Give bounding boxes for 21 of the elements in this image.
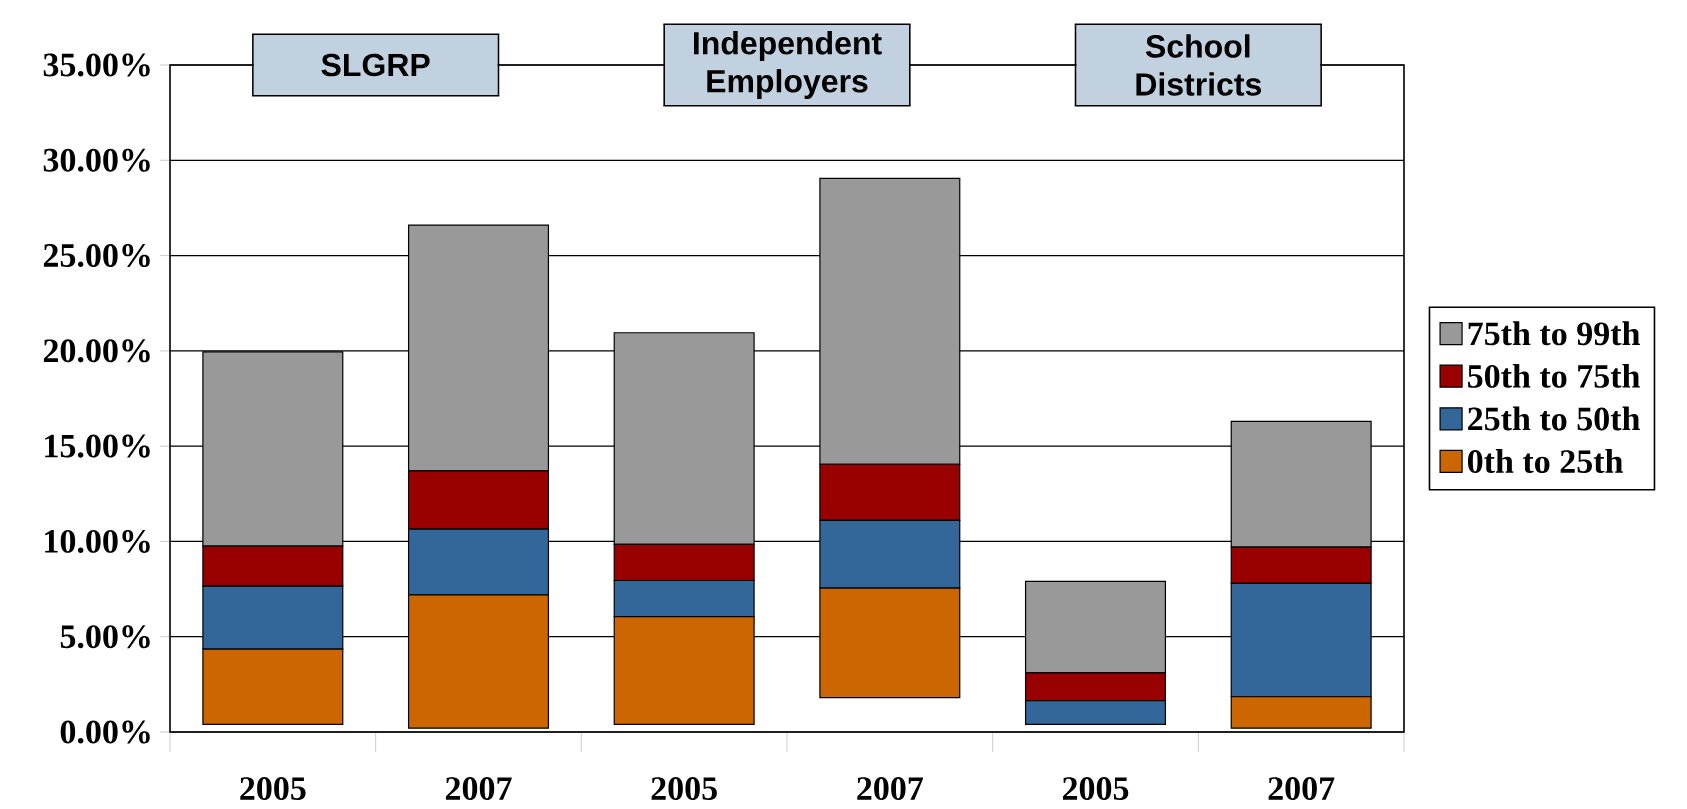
annotation: SLGRP — [321, 53, 430, 77]
x-tick-label: 2005 — [240, 777, 306, 801]
legend-label: 25th to 50th — [1468, 406, 1640, 431]
x-tick-label: 2005 — [1062, 777, 1129, 801]
legend-label: 0th to 25th — [1467, 449, 1623, 474]
y-tick-label: 0.00% — [60, 720, 150, 744]
annotation: Independent Employers — [694, 31, 882, 99]
y-tick-label: 35.00% — [43, 53, 150, 77]
x-tick-label: 2005 — [651, 777, 717, 801]
y-tick-label: 30.00% — [43, 148, 150, 172]
x-tick-label: 2007 — [445, 777, 512, 801]
y-tick-label: 25.00% — [43, 244, 150, 268]
y-tick-label: 5.00% — [60, 625, 150, 649]
legend-label: 75th to 99th — [1468, 321, 1640, 346]
y-tick-label: 20.00% — [43, 339, 150, 363]
y-tick-label: 10.00% — [45, 529, 150, 553]
annotation: School Districts — [1136, 34, 1262, 96]
legend-label: 50th to 75th — [1468, 363, 1640, 388]
x-tick-label: 2007 — [1268, 777, 1335, 801]
x-tick-label: 2007 — [857, 777, 924, 801]
y-tick-label: 15.00% — [45, 434, 150, 458]
